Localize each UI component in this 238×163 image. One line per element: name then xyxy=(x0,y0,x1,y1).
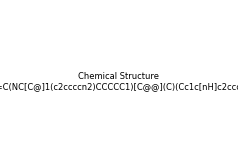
Text: Chemical Structure
O=C(NC[C@]1(c2ccccn2)CCCCC1)[C@@](C)(Cc1c[nH]c2ccc...: Chemical Structure O=C(NC[C@]1(c2ccccn2)… xyxy=(0,72,238,91)
